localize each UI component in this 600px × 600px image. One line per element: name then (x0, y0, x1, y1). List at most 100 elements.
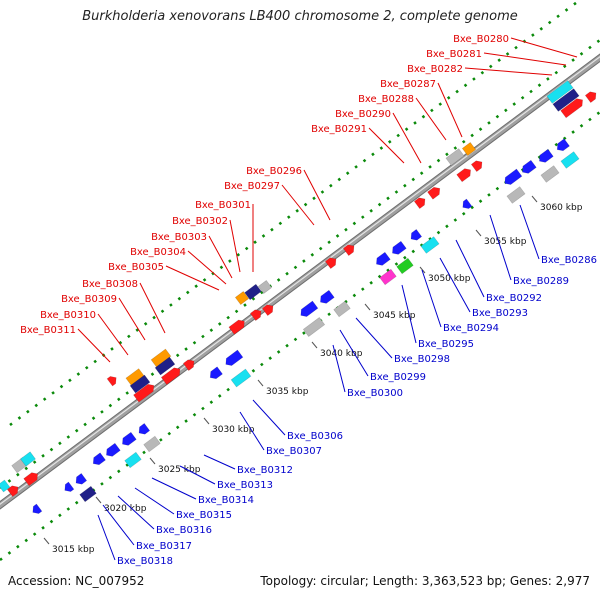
scale-ticks: 3015 kbp 3020 kbp 3025 kbp 3030 kbp 3035 kbp… (43, 195, 583, 555)
gene-shape (427, 186, 441, 200)
top-label-18: Bxe_B0311 (20, 325, 76, 336)
rev-gene-40 (376, 251, 391, 266)
top-leader-line-7 (368, 127, 405, 164)
gene-shape (249, 309, 262, 322)
tick-label-2: 3020 kbp (104, 504, 147, 514)
top-label-3: Bxe_B0282 (407, 64, 463, 75)
tick-label-3: 3025 kbp (158, 465, 201, 475)
gene-shape (124, 451, 142, 469)
gene-shape (445, 148, 465, 166)
gene-shape (154, 356, 176, 376)
rev-gene-33 (522, 159, 537, 174)
gene-shape (546, 80, 574, 104)
tick-label-7: 3045 kbp (373, 311, 416, 321)
bottom-label-14: Bxe_B0314 (198, 495, 254, 506)
top-leader-line-14 (165, 265, 220, 291)
gene-shape (133, 383, 155, 403)
cyan-gene-36 (560, 151, 580, 169)
bottom-feature-labels: Bxe_B0286 Bxe_B0289 Bxe_B0292 Bxe_B0293 Bxe_… (97, 204, 597, 567)
top-label-10: Bxe_B0301 (195, 200, 251, 211)
gene-shape (506, 186, 526, 204)
bottom-label-13: Bxe_B0313 (217, 480, 273, 491)
bottom-leader-line-10 (252, 399, 286, 436)
gene-shape (23, 472, 38, 487)
rev-gene-59 (75, 472, 88, 485)
gene-shape (257, 279, 273, 295)
tick-mark-10 (531, 195, 538, 203)
bottom-leader-line-18 (97, 514, 116, 561)
rev-gene-53 (92, 452, 106, 466)
guide-dotted-line-2 (0, 38, 600, 490)
gene-shape (106, 376, 117, 387)
gene-shape (324, 257, 337, 270)
tick-mark-1 (43, 537, 50, 545)
gene-shape (413, 197, 426, 210)
fwd-gene-25 (182, 359, 195, 372)
top-leader-line-4 (437, 82, 463, 138)
bottom-label-15: Bxe_B0315 (176, 510, 232, 521)
top-label-12: Bxe_B0303 (151, 232, 207, 243)
bottom-label-7: Bxe_B0298 (394, 354, 450, 365)
gray-gene-5 (445, 148, 465, 166)
navy-gene-21 (129, 374, 151, 394)
gene-shape (6, 485, 19, 498)
backbone (0, 54, 600, 509)
gene-shape (0, 479, 11, 493)
gray-gene-38 (506, 186, 526, 204)
tick-label-6: 3040 kbp (320, 349, 363, 359)
gene-shape (300, 300, 319, 317)
bottom-leader-line-15 (134, 487, 175, 515)
gene-shape (261, 304, 274, 317)
gene-shape (320, 289, 335, 304)
cyan-gene-31 (0, 479, 11, 493)
top-leader-line-2 (483, 52, 567, 66)
bottom-leader-line-16 (117, 495, 155, 530)
topology-label: Topology: circular; Length: 3,363,523 bp… (260, 574, 590, 588)
bottom-leader-line-11 (239, 411, 265, 451)
gene-shape (92, 452, 106, 466)
top-leader-line-17 (97, 313, 129, 356)
gene-shape (230, 368, 252, 388)
gray-gene-49 (302, 316, 326, 338)
tick-mark-6 (311, 341, 318, 349)
tick-label-10: 3060 kbp (540, 203, 583, 213)
gene-shape (182, 359, 195, 372)
top-label-17: Bxe_B0310 (40, 310, 96, 321)
gene-shape (234, 290, 250, 306)
fwd-gene-10 (413, 197, 426, 210)
gene-shape (522, 159, 537, 174)
gene-shape (560, 151, 580, 169)
gene-shape (160, 367, 181, 386)
bottom-leader-line-6 (401, 284, 417, 344)
gene-shape (539, 148, 554, 163)
tick-label-8: 3050 kbp (428, 274, 471, 284)
tick-mark-3 (149, 457, 156, 465)
fwd-gene-23 (133, 383, 155, 403)
fwd-gene-4 (584, 91, 597, 104)
rev-gene-41 (392, 240, 407, 255)
cyan-gene-52 (230, 368, 252, 388)
bottom-label-9: Bxe_B0300 (347, 388, 403, 399)
rev-gene-54 (106, 442, 121, 457)
bottom-leader-line-7 (355, 317, 393, 359)
bottom-leader-line-17 (102, 504, 135, 546)
rev-gene-51 (209, 366, 223, 380)
tick-label-5: 3035 kbp (266, 387, 309, 397)
top-label-13: Bxe_B0304 (130, 247, 186, 258)
rev-gene-60 (64, 481, 75, 492)
gene-shape (244, 283, 262, 301)
bottom-label-16: Bxe_B0316 (156, 525, 212, 536)
navy-gene-61 (79, 485, 97, 503)
rev-gene-56 (138, 422, 151, 435)
rev-gene-47 (320, 289, 335, 304)
tick-mark-5 (257, 379, 264, 387)
tick-mark-4 (203, 417, 210, 425)
top-label-4: Bxe_B0287 (380, 79, 436, 90)
rev-gene-50 (225, 349, 244, 366)
guide-dotted-line-1 (9, 0, 583, 427)
top-leader-line-6 (392, 112, 422, 164)
orange-gene-6 (461, 141, 477, 157)
rev-gene-34 (539, 148, 554, 163)
